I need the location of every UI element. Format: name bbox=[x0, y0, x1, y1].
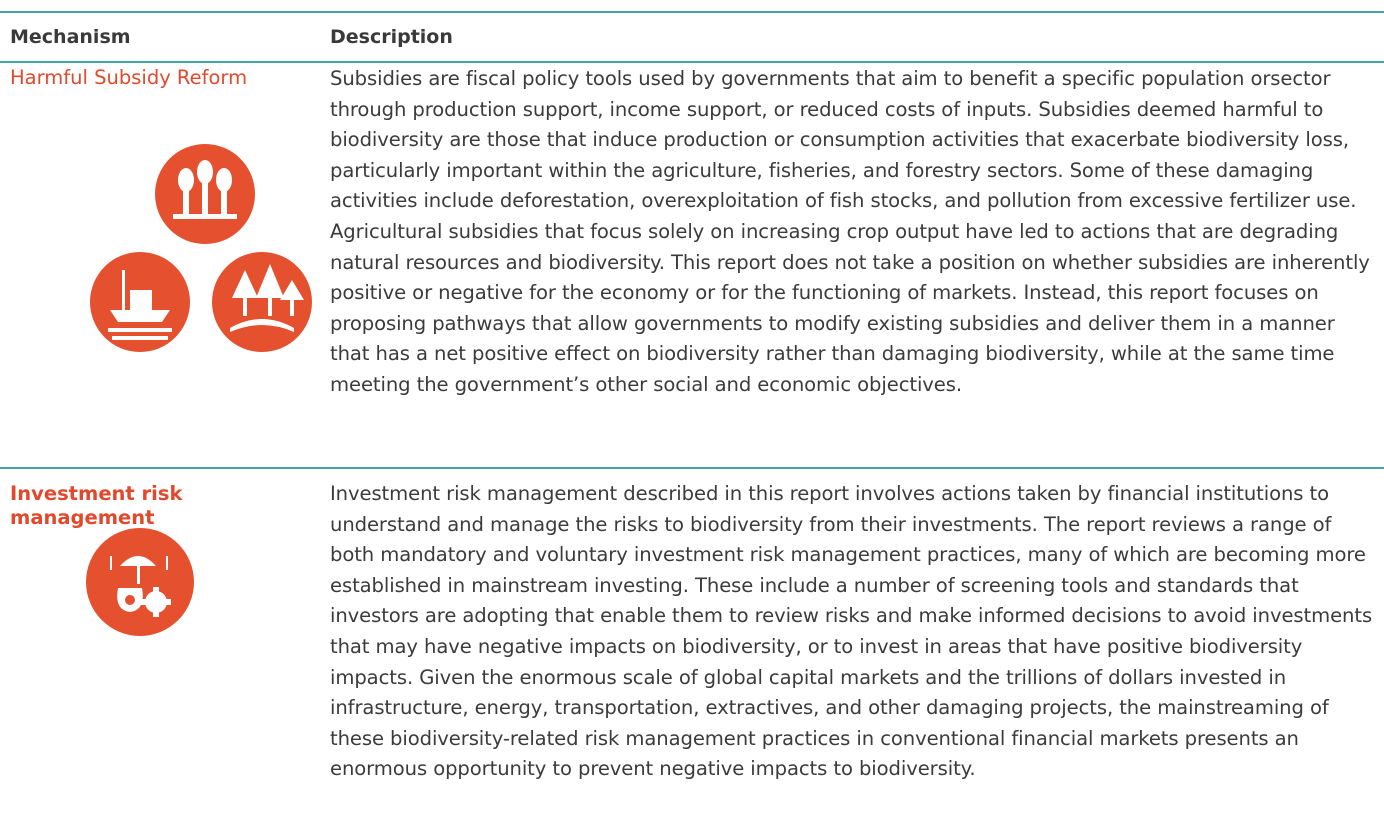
investment-icon bbox=[86, 528, 194, 636]
mechanism-name: Investment risk management bbox=[10, 482, 183, 529]
subsidy-icons bbox=[90, 144, 312, 352]
row-rule bbox=[0, 467, 1384, 469]
mechanism-name: Harmful Subsidy Reform bbox=[10, 66, 248, 89]
header-rule bbox=[0, 61, 1384, 63]
description: Investment risk management described in … bbox=[330, 482, 1373, 781]
header-cell: Mechanism bbox=[10, 26, 131, 48]
description: Subsidies are fiscal policy tools used b… bbox=[330, 67, 1370, 396]
header-cell: Description bbox=[330, 26, 453, 48]
top-rule bbox=[0, 11, 1384, 13]
